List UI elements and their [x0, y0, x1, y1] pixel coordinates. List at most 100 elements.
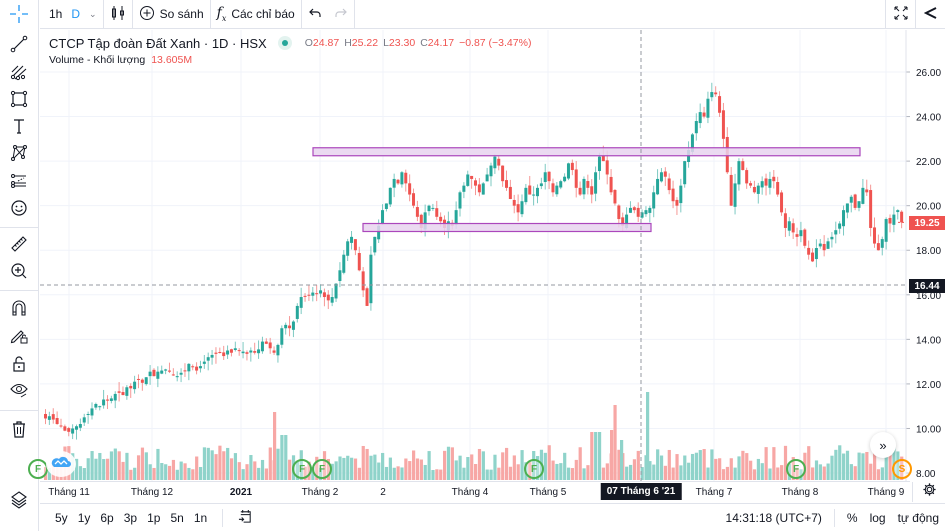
interval-d[interactable]: D [71, 7, 81, 21]
ruler-icon [9, 234, 29, 259]
toolbar-divider [209, 0, 211, 29]
rectangle-tool[interactable] [8, 90, 30, 112]
time-label: Tháng 8 [781, 487, 819, 498]
svg-text:16.00: 16.00 [916, 291, 941, 302]
go-to-date-button[interactable] [233, 509, 258, 527]
chart-pane[interactable]: 26.00 24.00 22.00 20.00 18.00 16.00 14.00 12.00… [40, 30, 945, 481]
change-value: −0.87 (−3.47%) [459, 37, 532, 49]
lock-drawings[interactable] [8, 355, 30, 377]
redo-button[interactable] [328, 0, 354, 29]
toolbar-divider [102, 0, 104, 29]
toolbar-divider [0, 410, 39, 411]
svg-text:20.00: 20.00 [916, 202, 941, 213]
trend-line-tool[interactable] [8, 35, 30, 57]
interval-1h[interactable]: 1h [49, 7, 63, 21]
pitchfork-icon [9, 62, 29, 87]
cloud-logo-icon [51, 455, 71, 474]
zoom-in-icon [9, 261, 29, 286]
prediction-tool[interactable] [8, 171, 30, 193]
indicators-label: Các chỉ báo [231, 7, 295, 21]
plus-circle-icon [139, 5, 155, 24]
crosshair-price-label: 16.44 [909, 279, 945, 293]
candles-icon [110, 5, 126, 24]
earnings-event-marker[interactable]: F [312, 459, 332, 479]
svg-text:24.00: 24.00 [916, 113, 941, 124]
symbol-title[interactable]: CTCP Tập đoàn Đất Xanh · 1D · HSX [49, 35, 267, 51]
svg-text:14.00: 14.00 [916, 335, 941, 346]
object-tree-button[interactable] [8, 490, 30, 512]
zoom-in-tool[interactable] [8, 262, 30, 284]
earnings-event-marker[interactable]: F [524, 459, 544, 479]
toolbar-divider [222, 508, 224, 527]
close-value: 24.17 [427, 37, 455, 49]
crosshair-tool[interactable] [8, 4, 30, 29]
fullscreen-button[interactable] [885, 0, 915, 29]
magnet-tool[interactable] [8, 299, 30, 321]
high-value: 25.22 [351, 37, 379, 49]
earnings-event-marker[interactable]: F [292, 459, 312, 479]
undo-button[interactable] [302, 0, 328, 29]
percent-scale-toggle[interactable]: % [846, 511, 858, 525]
earnings-event-marker[interactable]: F [786, 459, 806, 479]
log-scale-toggle[interactable]: log [869, 511, 886, 525]
text-icon [9, 116, 29, 141]
share-button[interactable] [915, 0, 945, 29]
pattern-tool[interactable] [8, 144, 30, 166]
toolbar-divider [833, 509, 835, 527]
text-tool[interactable] [8, 117, 30, 139]
measure-tool[interactable] [8, 235, 30, 257]
high-label: H [344, 37, 352, 49]
range-3m[interactable]: 3p [123, 510, 138, 525]
range-1y[interactable]: 1y [77, 510, 91, 525]
low-value: 23.30 [388, 37, 416, 49]
xabcd-pattern-icon [9, 143, 29, 168]
chart-settings-button[interactable] [912, 482, 945, 502]
range-1d[interactable]: 1n [193, 510, 208, 525]
undo-icon [308, 6, 322, 23]
toolbar-divider [131, 0, 133, 29]
range-6m[interactable]: 6p [100, 510, 114, 525]
bottom-right: 14:31:18 (UTC+7) % log tự động [720, 504, 945, 531]
volume-label[interactable]: Volume - Khối lượng [49, 54, 146, 66]
forecast-icon [9, 170, 29, 195]
split-event-marker[interactable]: S [892, 459, 912, 479]
hide-drawings[interactable] [8, 381, 30, 403]
remove-drawings[interactable] [8, 420, 30, 442]
range-1m[interactable]: 1p [147, 510, 161, 525]
close-label: C [420, 37, 428, 49]
indicators-button[interactable]: fx Các chỉ báo [211, 0, 301, 29]
rectangle-icon [9, 89, 29, 114]
toolbar-divider [0, 227, 39, 228]
calendar-arrow-icon [238, 509, 253, 527]
scroll-to-realtime-button[interactable]: » [870, 432, 896, 458]
time-label: Tháng 5 [529, 487, 567, 498]
compare-button[interactable]: So sánh [133, 0, 210, 29]
crosshair-icon [9, 4, 29, 29]
time-label: Tháng 12 [130, 487, 174, 498]
time-label: 2 [380, 487, 386, 498]
interval-dropdown-chevron-icon[interactable]: ⌄ [89, 8, 97, 19]
crosshair-date-label: 07 Tháng 6 '21 [600, 483, 682, 500]
icon-tool[interactable] [8, 199, 30, 221]
pitchfork-tool[interactable] [8, 63, 30, 85]
fullscreen-icon [894, 6, 908, 23]
toolbar-divider [353, 0, 355, 29]
auto-scale-toggle[interactable]: tự động [897, 511, 939, 525]
gear-icon [922, 482, 937, 502]
chart-type-button[interactable] [104, 0, 132, 29]
magnet-icon [9, 298, 29, 323]
clock[interactable]: 14:31:18 (UTC+7) [725, 511, 822, 525]
open-value: 24.87 [312, 37, 340, 49]
chart-legend: CTCP Tập đoàn Đất Xanh · 1D · HSX O24.87… [49, 35, 532, 67]
range-5d[interactable]: 5n [170, 510, 184, 525]
top-toolbar: 1h D ⌄ So sánh fx Các chỉ báo [40, 0, 945, 29]
time-label: Tháng 11 [48, 487, 90, 498]
svg-text:22.00: 22.00 [916, 157, 941, 168]
earnings-event-marker[interactable]: F [28, 459, 48, 479]
layers-icon [9, 489, 29, 514]
eye-icon [9, 380, 29, 405]
time-axis[interactable]: Tháng 11 Tháng 12 2021 Tháng 2 2 Tháng 4 Tháng… [40, 481, 910, 503]
stay-in-drawing-mode[interactable] [8, 327, 30, 349]
interval-selector: 1h D ⌄ [40, 0, 103, 29]
range-5y[interactable]: 5y [55, 510, 68, 525]
